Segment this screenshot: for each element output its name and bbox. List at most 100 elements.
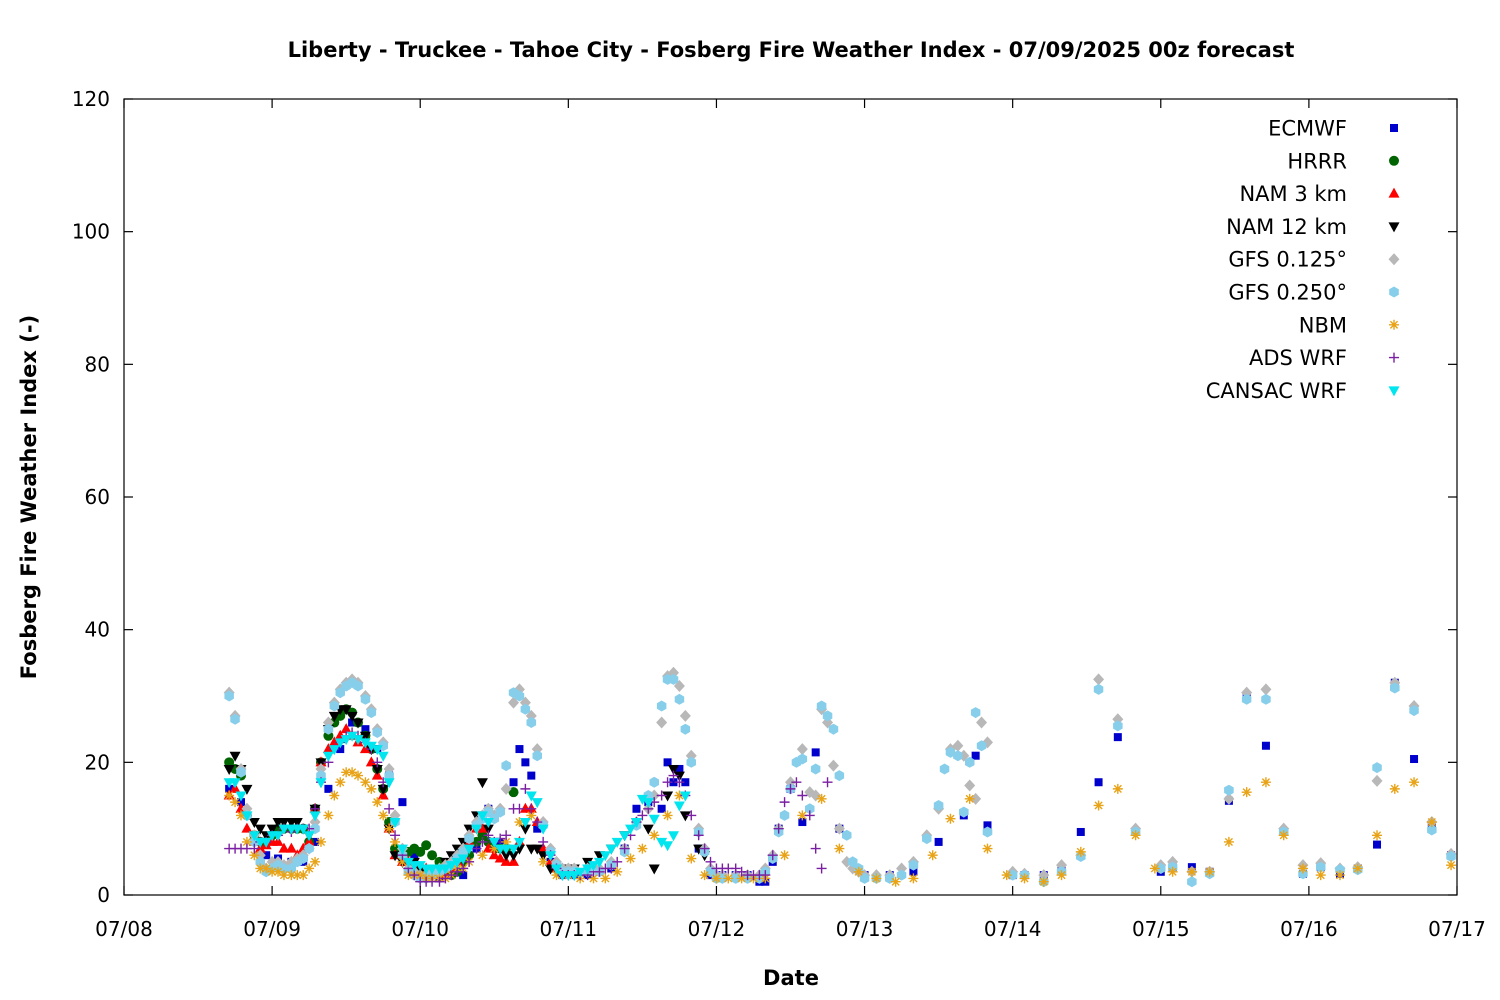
data-point: [827, 759, 839, 772]
data-point: [853, 866, 864, 877]
data-point: [434, 876, 445, 887]
data-point: [278, 818, 290, 829]
data-point: [377, 751, 389, 762]
data-point: [908, 873, 919, 884]
data-point: [568, 871, 580, 882]
data-point: [482, 824, 494, 835]
data-point: [971, 751, 980, 760]
data-point: [970, 707, 981, 719]
data-point: [686, 756, 696, 768]
data-point: [657, 804, 666, 813]
data-point: [463, 844, 475, 855]
data-point: [927, 850, 938, 861]
data-point: [311, 837, 320, 846]
legend-label: HRRR: [1287, 149, 1347, 173]
data-point: [329, 790, 340, 801]
data-point: [642, 824, 654, 835]
data-point: [1112, 783, 1123, 794]
data-point: [390, 836, 401, 847]
data-point: [779, 850, 790, 861]
data-point: [249, 843, 260, 854]
data-point: [648, 814, 660, 825]
legend-label: GFS 0.250°: [1228, 281, 1347, 305]
data-point: [952, 739, 964, 752]
data-point: [224, 757, 235, 768]
data-point: [500, 844, 512, 855]
data-point: [509, 778, 518, 787]
data-point: [1410, 755, 1419, 764]
data-point: [230, 713, 240, 725]
data-point: [531, 798, 543, 809]
legend-marker: [1388, 222, 1400, 233]
data-point: [297, 824, 309, 835]
data-point: [223, 764, 235, 775]
data-point: [519, 818, 531, 829]
data-point: [675, 764, 684, 773]
data-point: [488, 849, 500, 860]
data-point: [336, 745, 345, 754]
data-point: [674, 777, 685, 788]
x-tick-label: 07/17: [1428, 917, 1486, 941]
data-point: [538, 836, 549, 847]
legend-marker: [1389, 155, 1399, 166]
data-point: [261, 863, 272, 874]
data-point: [372, 797, 383, 808]
data-point: [384, 823, 395, 834]
data-point: [452, 866, 463, 877]
y-tick-label: 60: [85, 485, 110, 509]
data-point: [525, 791, 537, 802]
data-point: [1204, 866, 1215, 877]
y-axis-label: Fosberg Fire Weather Index (-): [17, 315, 41, 679]
x-tick-label: 07/09: [243, 917, 301, 941]
data-point: [1076, 827, 1085, 836]
data-point: [476, 822, 488, 833]
data-point: [909, 867, 918, 876]
data-point: [662, 791, 674, 802]
data-point: [945, 813, 956, 824]
data-point: [679, 811, 691, 822]
data-point: [328, 736, 340, 747]
data-point: [397, 856, 408, 867]
data-point: [588, 861, 600, 872]
data-point: [1261, 693, 1271, 705]
data-point: [767, 850, 778, 861]
data-point: [669, 778, 678, 787]
data-point: [1075, 846, 1086, 857]
data-point: [599, 851, 611, 862]
data-point: [588, 873, 599, 884]
x-tick-label: 07/08: [95, 917, 153, 941]
data-point: [606, 863, 617, 874]
data-point: [353, 680, 363, 692]
data-point: [262, 851, 271, 860]
data-point: [933, 800, 944, 811]
data-point: [340, 705, 352, 716]
legend-marker: [1389, 352, 1399, 363]
data-point: [323, 723, 334, 735]
data-point: [500, 782, 512, 795]
data-point: [471, 824, 483, 835]
data-point: [834, 770, 845, 782]
x-tick-label: 07/15: [1132, 917, 1190, 941]
data-point: [1260, 777, 1271, 788]
data-point: [1427, 824, 1437, 836]
data-point: [458, 863, 469, 874]
data-point: [1334, 870, 1345, 881]
data-point: [514, 690, 525, 702]
data-point: [982, 826, 993, 838]
data-point: [736, 866, 747, 877]
data-point: [360, 693, 371, 705]
data-point: [1187, 876, 1197, 888]
x-tick-label: 07/12: [688, 917, 746, 941]
data-point: [477, 836, 488, 847]
data-point: [324, 784, 333, 793]
data-point: [662, 841, 674, 852]
data-point: [804, 810, 815, 821]
data-point: [922, 833, 932, 845]
data-point: [699, 870, 710, 881]
data-point: [352, 718, 364, 729]
chart-title: Liberty - Truckee - Tahoe City - Fosberg…: [288, 38, 1295, 62]
data-point: [612, 856, 623, 867]
data-point: [377, 784, 389, 795]
data-point: [403, 870, 414, 881]
legend-label: GFS 0.125°: [1228, 248, 1347, 272]
